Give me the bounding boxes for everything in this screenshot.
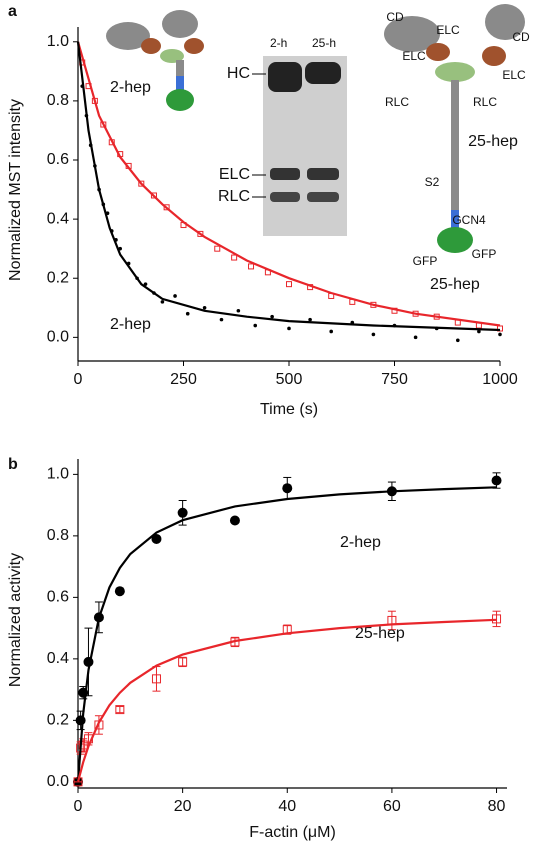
y-tick-label: 0.8 bbox=[47, 92, 69, 109]
annotation: ELC bbox=[502, 68, 526, 82]
annotation: 25-hep bbox=[468, 133, 518, 150]
point bbox=[115, 705, 125, 715]
x-tick-label: 80 bbox=[488, 798, 506, 815]
fit-line bbox=[76, 618, 497, 783]
point bbox=[143, 282, 148, 286]
annotation: ELC bbox=[436, 23, 460, 37]
series-label: 2-hep bbox=[340, 534, 381, 551]
point bbox=[163, 204, 170, 211]
point bbox=[413, 335, 418, 340]
point bbox=[177, 507, 188, 518]
panel-label: b bbox=[8, 456, 18, 473]
series-label: 2-hep bbox=[110, 316, 151, 333]
y-tick-label: 0.4 bbox=[47, 650, 69, 667]
annotation: 25-h bbox=[312, 36, 336, 50]
point bbox=[329, 329, 334, 334]
point bbox=[286, 281, 292, 288]
x-axis-label: Time (s) bbox=[260, 401, 318, 418]
point bbox=[214, 245, 221, 252]
x-tick-label: 0 bbox=[74, 371, 83, 388]
y-tick-label: 0.2 bbox=[47, 269, 69, 286]
annotation: HC bbox=[227, 65, 250, 82]
y-tick-label: 1.0 bbox=[47, 466, 69, 483]
panel-label: a bbox=[8, 3, 17, 20]
point bbox=[197, 230, 204, 237]
fit-line bbox=[76, 41, 501, 327]
annotation: RLC bbox=[473, 95, 497, 109]
point bbox=[151, 533, 162, 544]
x-tick-label: 1000 bbox=[482, 371, 518, 388]
point bbox=[150, 192, 157, 199]
point bbox=[497, 325, 503, 332]
y-tick-label: 1.0 bbox=[47, 33, 69, 50]
fit-line bbox=[76, 486, 497, 782]
annotation: RLC bbox=[385, 95, 409, 109]
point bbox=[236, 308, 241, 313]
y-axis-label: Normalized MST intensity bbox=[7, 99, 24, 281]
point bbox=[160, 300, 165, 304]
point bbox=[491, 475, 502, 486]
series-label: 25-hep bbox=[355, 625, 405, 642]
point bbox=[219, 317, 224, 322]
annotation: 2-hep bbox=[110, 79, 151, 96]
point bbox=[253, 323, 258, 328]
y-tick-label: 0.4 bbox=[47, 210, 69, 227]
point bbox=[477, 329, 481, 334]
point bbox=[287, 326, 291, 331]
point bbox=[371, 332, 376, 337]
annotation: ELC bbox=[219, 166, 250, 183]
point bbox=[114, 586, 125, 597]
annotation: RLC bbox=[218, 188, 250, 205]
annotation: GFP bbox=[413, 254, 438, 268]
point bbox=[248, 263, 255, 270]
point bbox=[270, 314, 274, 319]
y-tick-label: 0.6 bbox=[47, 589, 69, 606]
inset-molecule bbox=[106, 10, 204, 111]
point bbox=[231, 254, 238, 261]
molecule bbox=[384, 4, 525, 253]
point bbox=[498, 332, 502, 337]
series-label: 25-hep bbox=[430, 276, 480, 293]
x-tick-label: 250 bbox=[170, 371, 197, 388]
y-tick-label: 0.0 bbox=[47, 329, 69, 346]
point bbox=[138, 180, 145, 187]
gel-image bbox=[252, 56, 347, 236]
point bbox=[178, 657, 188, 667]
x-tick-label: 500 bbox=[276, 371, 303, 388]
x-tick-label: 60 bbox=[383, 798, 401, 815]
point bbox=[308, 317, 312, 322]
y-tick-label: 0.6 bbox=[47, 151, 69, 168]
point bbox=[202, 305, 207, 310]
annotation: 2-h bbox=[270, 36, 287, 50]
point bbox=[229, 515, 240, 526]
annotation: GFP bbox=[472, 247, 497, 261]
x-tick-label: 0 bbox=[74, 798, 83, 815]
x-tick-label: 20 bbox=[174, 798, 192, 815]
y-tick-label: 0.0 bbox=[47, 773, 69, 790]
y-axis-label: Normalized activity bbox=[7, 553, 24, 687]
annotation: S2 bbox=[425, 175, 440, 189]
point bbox=[173, 294, 177, 298]
annotation: CD bbox=[386, 10, 404, 24]
annotation: ELC bbox=[402, 49, 426, 63]
point bbox=[282, 483, 293, 494]
annotation: CD bbox=[512, 30, 530, 44]
y-tick-label: 0.8 bbox=[47, 527, 69, 544]
x-tick-label: 40 bbox=[278, 798, 296, 815]
point bbox=[456, 338, 460, 343]
y-tick-label: 0.2 bbox=[47, 712, 69, 729]
point bbox=[185, 311, 190, 316]
x-tick-label: 750 bbox=[381, 371, 408, 388]
point bbox=[151, 674, 161, 684]
annotation: GCN4 bbox=[452, 213, 486, 227]
fit-line bbox=[76, 41, 501, 332]
point bbox=[75, 715, 86, 726]
x-axis-label: F-actin (μM) bbox=[249, 824, 336, 841]
